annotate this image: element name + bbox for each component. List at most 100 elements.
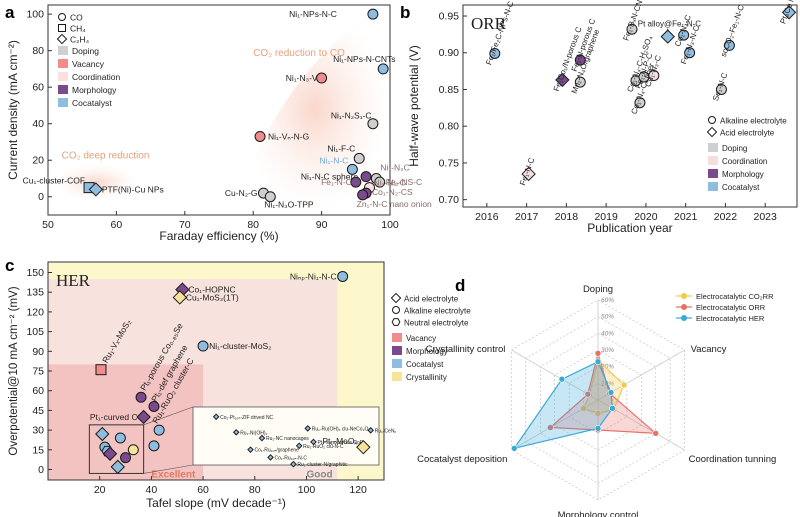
panel-a-legend-text: Doping <box>72 46 99 56</box>
panel-a-legend-text: Vacancy <box>72 59 105 69</box>
panel-c-inset-point <box>232 428 240 436</box>
panel-c-legend-text: Morphology <box>406 347 448 356</box>
panel-c-point-label: Pt₁-MoOₓ <box>322 436 357 446</box>
panel-b-point-label: Fe₁-N-C <box>518 156 536 186</box>
panel-d-axis-spoke <box>511 349 599 401</box>
panel-b-legend-swatch <box>708 143 718 152</box>
panel-b-data-point <box>574 76 586 88</box>
panel-b-y-tick-label: 0.95 <box>439 11 460 23</box>
panel-a-x-axis-label: Faraday efficiency (%) <box>159 229 278 243</box>
panel-b-x-tick-label: 2018 <box>555 211 579 223</box>
panel-a-point-label: Ni₁-N₃O-TPP <box>264 200 314 210</box>
panel-c-data-point <box>172 290 188 305</box>
panel-c-data-point <box>153 424 165 436</box>
panel-c-inset-point <box>258 434 266 442</box>
panel-c-y-tick-label: 105 <box>26 326 44 338</box>
panel-letter-b: b <box>400 3 410 22</box>
panel-c-inset-connector <box>143 406 194 426</box>
panel-c-legend-text: Crystallinity <box>406 373 447 382</box>
panel-b-legend-text: Doping <box>722 144 747 153</box>
panel-b-point-label: Se₁-N-C <box>711 71 730 102</box>
panel-a-y-tick-label: 40 <box>32 118 44 130</box>
panel-c-legend-marker <box>390 292 402 304</box>
panel-letter-a: a <box>5 3 15 22</box>
panel-d-series-point <box>594 358 602 365</box>
panel-a-data-point <box>367 8 379 20</box>
panel-c-data-point <box>337 270 349 282</box>
panel-d-axis-label: Vacancy <box>691 344 727 355</box>
panel-a-point-label: Co₁-N₂-CS <box>372 187 413 197</box>
panel-c-inset-label: Ru₁-CeNₓ <box>375 428 397 434</box>
panel-b-data-point <box>684 47 696 59</box>
panel-b-data-point <box>660 29 675 44</box>
panel-a-x-tick-label: 60 <box>111 219 123 231</box>
panel-a-point-label: Cu-N₂-G <box>225 188 258 198</box>
panel-c-inset-frame <box>192 406 380 466</box>
panel-c-her-chart: 20 40 60 80 100 120 0 15 30 45 60 75 90 105 120 135 150 H… <box>8 261 471 510</box>
panel-d-legend-text: Electrocatalytic CO₂RR <box>696 292 774 301</box>
panel-a-y-axis-label: Current density (mA cm⁻²) <box>6 40 20 180</box>
panel-d-series-point <box>547 424 554 431</box>
panel-b-point-label: Pt alloy@Fe₁-N-C <box>638 20 701 29</box>
panel-d-series-point <box>594 410 602 417</box>
panel-a-data-point <box>367 118 379 130</box>
panel-c-data-point <box>127 444 139 456</box>
panel-c-inset-label: Co₁-Ru₁₀ₙ/graphene <box>255 448 300 454</box>
panel-a-co2rr-chart: 50 60 70 80 90 100 0 20 40 60 80 100 CO₂ reduction t… <box>6 4 432 243</box>
panel-a-x-tick-label: 100 <box>381 219 399 231</box>
panel-c-inset-point <box>247 446 254 453</box>
panel-a-y-tick-label: 20 <box>32 155 44 167</box>
panel-b-orr-chart: 2016 2017 2018 2019 2020 2021 2022 2023 0.70 0.75… <box>407 0 800 235</box>
panel-b-plot-frame <box>462 4 798 208</box>
panel-c-zone-label: Excellent <box>151 469 196 480</box>
panel-a-deep-region <box>53 164 138 201</box>
panel-a-y-tick-label: 80 <box>32 45 44 57</box>
panel-a-point-label: Fe₁-NS-C <box>386 177 422 187</box>
panel-d-legend-text: Electrocatalytic ORR <box>696 303 766 312</box>
panel-c-legend-swatch <box>392 346 402 355</box>
panel-c-inset-label: Pt₁-nanoporous CoP <box>317 440 363 446</box>
panel-a-legend-text: CO <box>70 13 83 23</box>
panel-c-y-tick-label: 60 <box>32 385 44 397</box>
panel-b-y-tick-label: 0.85 <box>439 84 460 96</box>
panel-c-data-point <box>95 426 110 442</box>
panel-b-x-tick-label: 2022 <box>714 211 738 223</box>
panel-a-point-label: Cu₁-cluster-COF <box>23 176 85 186</box>
panel-d-series-point <box>558 375 566 383</box>
panel-a-data-point <box>254 130 266 142</box>
panel-a-legend-swatch <box>58 98 68 107</box>
panel-a-x-tick-label: 80 <box>247 219 259 231</box>
panel-c-data-point <box>114 432 126 444</box>
panel-a-legend-marker <box>58 13 66 21</box>
panel-d-axis-label: Coordination tunning <box>689 454 777 465</box>
panel-b-data-point <box>489 47 501 59</box>
panel-b-y-tick-label: 0.70 <box>439 194 460 206</box>
panel-d-series-point <box>609 405 616 412</box>
panel-c-x-tick-label: 100 <box>298 484 316 496</box>
panel-c-title: HER <box>56 271 91 290</box>
panel-c-zone-label: Good <box>306 469 332 480</box>
panel-a-x-tick-label: 90 <box>316 219 328 231</box>
panel-a-y-tick-label: 0 <box>38 191 44 203</box>
panel-letter-c: c <box>5 256 14 275</box>
panel-a-point-label: Zn₁-N-C nano onion <box>357 199 432 209</box>
panel-b-data-point <box>678 29 690 41</box>
panel-c-y-tick-label: 45 <box>32 405 44 417</box>
panel-a-point-label: PTF(Ni)-Cu NPs <box>102 184 164 194</box>
panel-c-legend-swatch <box>392 359 402 368</box>
panel-a-co-region <box>239 6 390 212</box>
panel-d-legend-marker <box>681 293 687 299</box>
panel-c-point-label: Pt₁-curved C <box>90 412 138 422</box>
panel-a-legend-marker <box>58 24 66 32</box>
panel-b-data-point <box>574 54 586 66</box>
panel-c-data-point <box>136 409 151 425</box>
panel-a-legend-text: Cocatalyst <box>72 98 112 108</box>
panel-d-ring-label: 60% <box>601 297 614 304</box>
panel-c-y-tick-label: 90 <box>32 346 44 358</box>
panel-d-series-point <box>620 381 628 389</box>
panel-c-inset-point <box>310 438 317 446</box>
panel-c-x-axis-label: Tafel slope (mV decade⁻¹) <box>146 496 286 510</box>
panel-c-x-tick-label: 40 <box>146 484 158 496</box>
panel-a-point-label: Ni₁-NPs-N-C <box>289 9 337 19</box>
